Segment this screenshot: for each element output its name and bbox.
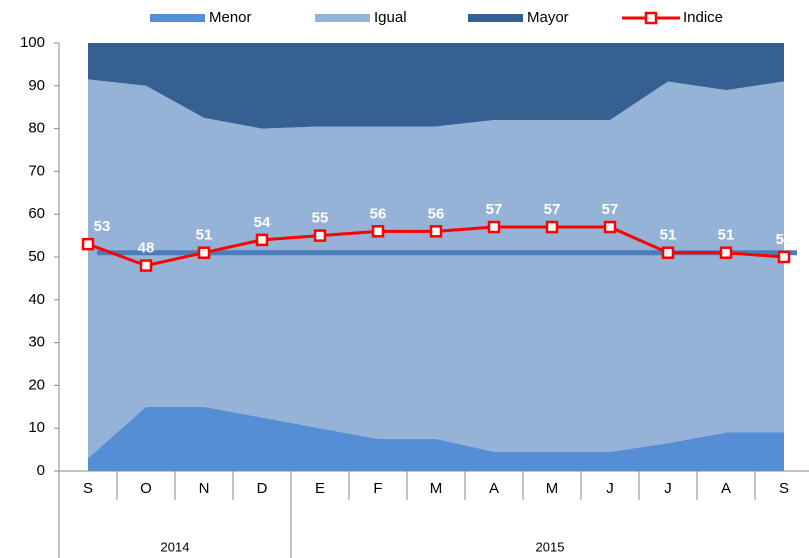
x-tick-label: E [315,480,325,497]
marker [371,225,385,238]
data-label: 57 [544,201,561,218]
marker [661,246,675,259]
marker [81,237,95,251]
y-tick-label: 40 [28,291,45,308]
marker [545,220,559,234]
x-tick-label: M [546,480,559,497]
y-tick-label: 50 [28,248,45,265]
data-label: 56 [428,205,445,222]
x-tick-label: J [664,480,672,497]
data-label: 51 [718,227,735,244]
marker [719,246,733,259]
x-tick-label: J [606,480,614,497]
y-tick-label: 20 [28,376,45,393]
x-tick-label: D [257,480,268,497]
marker [139,259,153,272]
legend-marker [644,11,658,25]
marker [487,220,501,234]
y-tick-label: 0 [37,462,45,479]
data-label: 53 [94,218,111,235]
legend-label: Menor [209,9,252,26]
y-tick-label: 10 [28,419,45,436]
group-label: 2014 [161,539,190,554]
area [88,43,784,129]
data-label: 50 [776,231,793,248]
x-tick-label: F [373,480,382,497]
x-tick-label: A [489,480,499,497]
marker [429,225,443,238]
legend-label: Mayor [527,9,569,26]
x-tick-label: N [199,480,210,497]
legend-swatch [150,14,205,22]
data-label: 56 [370,205,387,222]
y-tick-label: 30 [28,334,45,351]
area [88,79,784,459]
legend-swatch [468,14,523,22]
data-label: 54 [254,214,271,231]
legend-label: Indice [683,9,723,26]
data-label: 55 [312,210,329,227]
legend-swatch [315,14,370,22]
x-tick-label: O [140,480,152,497]
y-tick-label: 80 [28,120,45,137]
data-label: 57 [486,201,503,218]
x-tick-label: S [83,480,93,497]
data-label: 51 [196,227,213,244]
marker [255,233,269,247]
y-tick-label: 60 [28,205,45,222]
data-label: 57 [602,201,619,218]
marker [603,220,617,234]
legend-label: Igual [374,9,407,26]
y-tick-label: 90 [28,77,45,94]
x-tick-label: S [779,480,789,497]
plot-areas [88,43,784,471]
marker [777,250,791,264]
marker [197,246,211,259]
x-tick-label: M [430,480,443,497]
data-label: 51 [660,227,677,244]
x-tick-label: A [721,480,731,497]
y-tick-label: 100 [20,34,45,51]
group-label: 2015 [536,539,565,554]
y-tick-label: 70 [28,162,45,179]
marker [313,229,327,242]
data-label: 48 [138,240,155,257]
